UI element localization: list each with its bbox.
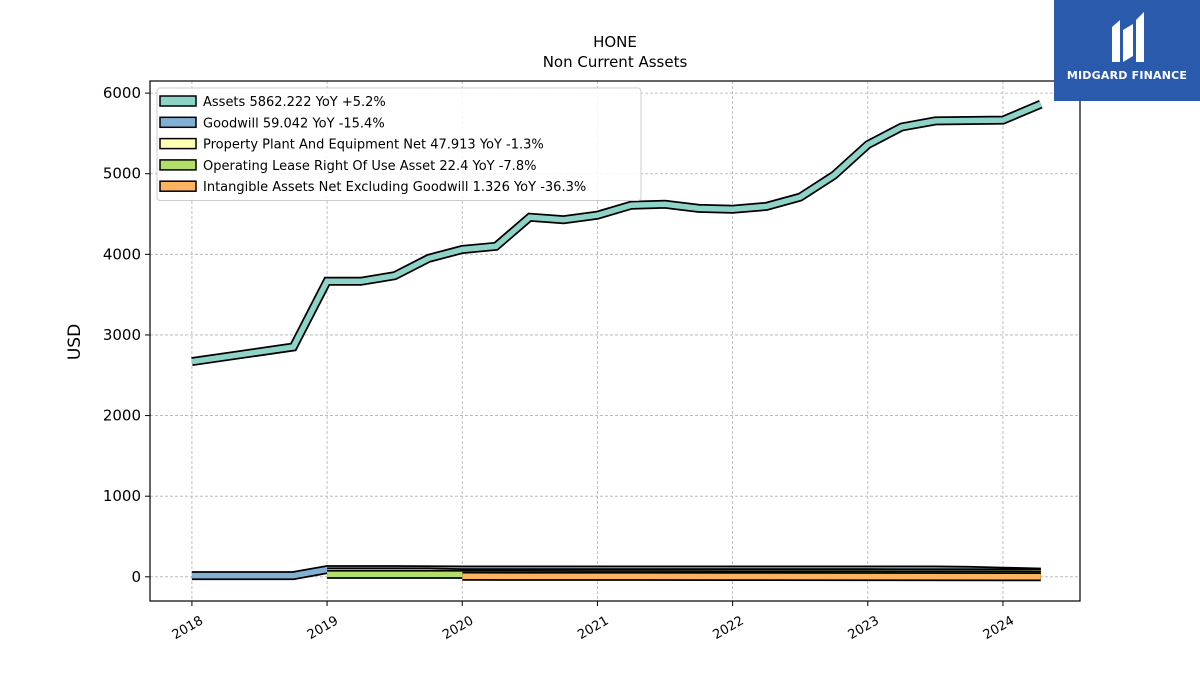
- legend-swatch: [159, 95, 197, 107]
- legend: Assets 5862.222 YoY +5.2% Goodwill 59.042…: [156, 87, 642, 201]
- x-tick-label: 2020: [440, 613, 476, 643]
- x-tick-label: 2023: [846, 613, 882, 643]
- legend-swatch: [159, 137, 197, 150]
- y-tick-label: 2000: [103, 407, 141, 425]
- series-assets: [191, 100, 1043, 367]
- y-tick-label: 3000: [103, 326, 141, 344]
- y-tick-label: 1000: [103, 487, 141, 505]
- y-tick-label: 0: [131, 568, 141, 586]
- legend-label: Assets 5862.222 YoY +5.2%: [203, 95, 386, 110]
- x-tick-label: 2019: [305, 613, 341, 643]
- x-tick-label: 2021: [575, 613, 611, 643]
- chart-title: HONE: [593, 33, 637, 51]
- legend-label: Intangible Assets Net Excluding Goodwill…: [203, 180, 586, 195]
- legend-label: Goodwill 59.042 YoY -15.4%: [203, 116, 385, 131]
- plot-frame: [149, 80, 1081, 602]
- legend-swatch: [159, 159, 197, 171]
- x-tick-label: 2024: [981, 613, 1017, 643]
- legend-swatch: [159, 116, 197, 129]
- logo-mark-icon: [1112, 12, 1144, 62]
- logo-text: MIDGARD FINANCE: [1066, 69, 1188, 82]
- y-tick-label: 6000: [103, 84, 141, 102]
- x-tick-label: 2022: [710, 613, 746, 643]
- series-layer: [191, 100, 1043, 582]
- legend-swatch: [159, 180, 197, 192]
- y-tick-label: 5000: [103, 165, 141, 183]
- series-line: [191, 101, 1042, 365]
- legend-label: Operating Lease Right Of Use Asset 22.4 …: [203, 159, 536, 174]
- legend-box: [156, 87, 642, 201]
- legend-label: Property Plant And Equipment Net 47.913 …: [203, 138, 544, 153]
- y-axis-label: USD: [65, 324, 85, 360]
- y-tick-label: 4000: [103, 245, 141, 263]
- brand-logo: MIDGARD FINANCE: [1054, 0, 1200, 101]
- x-tick-label: 2018: [170, 613, 206, 643]
- chart-subtitle: Non Current Assets: [543, 53, 688, 71]
